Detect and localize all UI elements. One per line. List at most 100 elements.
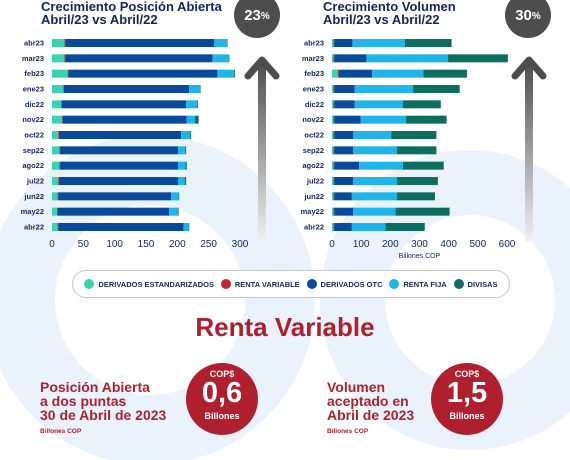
right-x-tick-label: 600 bbox=[499, 239, 516, 250]
left-x-tick-label: 0 bbox=[49, 239, 55, 250]
left-bar-derivados-estandarizados bbox=[52, 54, 65, 63]
right-bar-renta-fija bbox=[366, 54, 449, 63]
left-bar-renta-variable bbox=[62, 115, 63, 124]
left-chart-title: Crecimiento Posición Abierta Abril/23 vs… bbox=[41, 0, 222, 26]
right-bar-derivados-otc bbox=[334, 39, 353, 47]
legend-item-derivados-otc: DERIVADOS OTC bbox=[306, 279, 383, 289]
right-bar-divisas bbox=[402, 100, 441, 109]
left-bar-divisas bbox=[184, 177, 187, 185]
left-x-tick-label: 100 bbox=[106, 239, 123, 250]
right-chart-title-line2: Abril/23 vs Abril/22 bbox=[323, 12, 440, 27]
right-growth-unit: % bbox=[531, 11, 541, 22]
right-bar-renta-variable bbox=[333, 223, 335, 231]
right-x-tick-label: 100 bbox=[353, 239, 370, 250]
left-bar-derivados-otc bbox=[62, 115, 187, 124]
right-growth-arrow-head bbox=[511, 56, 547, 80]
left-bar-divisas bbox=[190, 131, 192, 139]
right-category-label: may22 bbox=[301, 207, 324, 216]
legend-swatch-renta-variable bbox=[220, 279, 231, 289]
left-bar-derivados-otc bbox=[63, 85, 190, 93]
left-x-tick-label: 250 bbox=[200, 239, 217, 250]
left-chart-title-line2: Abril/23 vs Abril/22 bbox=[41, 12, 158, 27]
right-chart-title-line1: Crecimiento Volumen bbox=[323, 0, 456, 14]
right-bar-renta-fija bbox=[353, 177, 398, 185]
right-bar-renta-variable bbox=[333, 177, 335, 185]
stat-1-label-line3: 30 de Abril de 2023 bbox=[40, 407, 167, 423]
legend-item-derivados-estandarizados: DERIVADOS ESTANDARIZADOS bbox=[84, 279, 214, 289]
right-bar-derivados-estandarizados bbox=[332, 192, 334, 201]
legend: DERIVADOS ESTANDARIZADOS RENTA VARIABLE … bbox=[72, 270, 510, 298]
right-category-label: mar23 bbox=[302, 54, 324, 63]
right-bar-renta-variable bbox=[333, 54, 335, 63]
left-bar-renta-variable bbox=[58, 177, 59, 185]
right-x-axis-label: Billones COP bbox=[399, 253, 441, 260]
right-bar-derivados-otc bbox=[338, 69, 373, 78]
right-bar-renta-fija bbox=[354, 100, 403, 109]
right-growth-badge: 30% bbox=[505, 0, 551, 38]
right-bar-divisas bbox=[397, 177, 438, 185]
left-x-tick-label: 200 bbox=[169, 239, 186, 250]
right-category-label: ene23 bbox=[303, 85, 324, 94]
left-bar-derivados-otc bbox=[60, 146, 178, 155]
legend-item-renta-fija: RENTA FIJA bbox=[389, 279, 447, 289]
right-bar-renta-variable bbox=[333, 100, 335, 109]
left-bar-renta-fija bbox=[212, 54, 229, 63]
left-bar-renta-fija bbox=[183, 223, 189, 231]
right-category-label: oct22 bbox=[304, 131, 324, 140]
stat-2-value: 1,5 bbox=[446, 377, 488, 409]
left-growth-arrow-head bbox=[244, 56, 280, 80]
right-bar-renta-fija bbox=[351, 192, 398, 201]
left-growth-badge: 23% bbox=[234, 0, 280, 38]
right-category-label: dic22 bbox=[305, 100, 324, 109]
right-bar-derivados-estandarizados bbox=[332, 115, 334, 124]
left-bar-renta-fija bbox=[181, 131, 191, 139]
left-bar-renta-variable bbox=[57, 223, 59, 231]
right-bar-derivados-otc bbox=[334, 100, 355, 109]
left-bar-renta-fija bbox=[186, 100, 198, 109]
right-bar-derivados-otc bbox=[334, 207, 354, 216]
right-bar-derivados-estandarizados bbox=[332, 177, 334, 185]
stat-2-circle-unit: Billones bbox=[449, 411, 485, 421]
right-category-label: ago22 bbox=[302, 161, 324, 170]
left-bar-renta-fija bbox=[217, 69, 235, 78]
right-bar-divisas bbox=[413, 85, 460, 93]
stat-1-label-line1: Posición Abierta bbox=[40, 379, 150, 395]
right-bar-renta-variable bbox=[333, 85, 335, 93]
right-category-label: abr23 bbox=[304, 39, 324, 48]
legend-label-renta-variable: RENTA VARIABLE bbox=[234, 279, 300, 289]
left-category-label: oct22 bbox=[24, 131, 44, 140]
right-bar-divisas bbox=[391, 131, 437, 139]
right-bar-renta-fija bbox=[359, 161, 403, 170]
stat-1-circle: COP$ 0,6 Billones bbox=[186, 363, 258, 435]
left-category-label: ago22 bbox=[22, 161, 44, 170]
left-bar-derivados-otc bbox=[58, 131, 182, 139]
left-growth-unit: % bbox=[260, 11, 270, 22]
left-bar-derivados-estandarizados bbox=[52, 69, 68, 78]
left-bar-derivados-estandarizados bbox=[52, 39, 65, 47]
volumen-chart: abr23 mar23 feb23 ene23 dic22 nov22 oct22 sep22… bbox=[301, 39, 547, 260]
left-bar-renta-fija bbox=[171, 192, 179, 201]
left-x-tick-label: 150 bbox=[138, 239, 155, 250]
stat-2-label-line1: Volumen bbox=[327, 379, 386, 395]
posicion-abierta-chart: abr23 mar23 feb23 ene23 dic22 nov22 oct22 sep22… bbox=[21, 39, 280, 250]
legend-label-derivados-otc: DERIVADOS OTC bbox=[320, 279, 383, 289]
stat-1-label-line2: a dos puntas bbox=[40, 393, 127, 409]
stat-2-label: Volumen aceptado en Abril de 2023 bbox=[327, 380, 414, 422]
left-bar-derivados-estandarizados bbox=[52, 223, 58, 231]
left-bar-divisas bbox=[177, 207, 179, 216]
right-bar-renta-fija bbox=[352, 39, 405, 47]
left-bar-derivados-otc bbox=[58, 223, 184, 231]
right-bar-derivados-estandarizados bbox=[332, 131, 334, 139]
right-bar-renta-variable bbox=[333, 207, 335, 216]
right-bar-derivados-otc bbox=[334, 85, 355, 93]
legend-item-renta-variable: RENTA VARIABLE bbox=[220, 279, 300, 289]
left-bar-renta-fija bbox=[186, 115, 195, 124]
right-bar-renta-variable bbox=[333, 39, 335, 47]
stat-2-unit-note: Billones COP bbox=[327, 428, 369, 435]
right-bar-derivados-estandarizados bbox=[332, 100, 334, 109]
right-category-label: jun22 bbox=[303, 192, 324, 201]
left-bar-derivados-otc bbox=[60, 161, 178, 170]
left-x-tick-label: 300 bbox=[232, 239, 249, 250]
right-category-label: abr22 bbox=[304, 223, 324, 232]
left-bar-renta-variable bbox=[61, 100, 63, 109]
